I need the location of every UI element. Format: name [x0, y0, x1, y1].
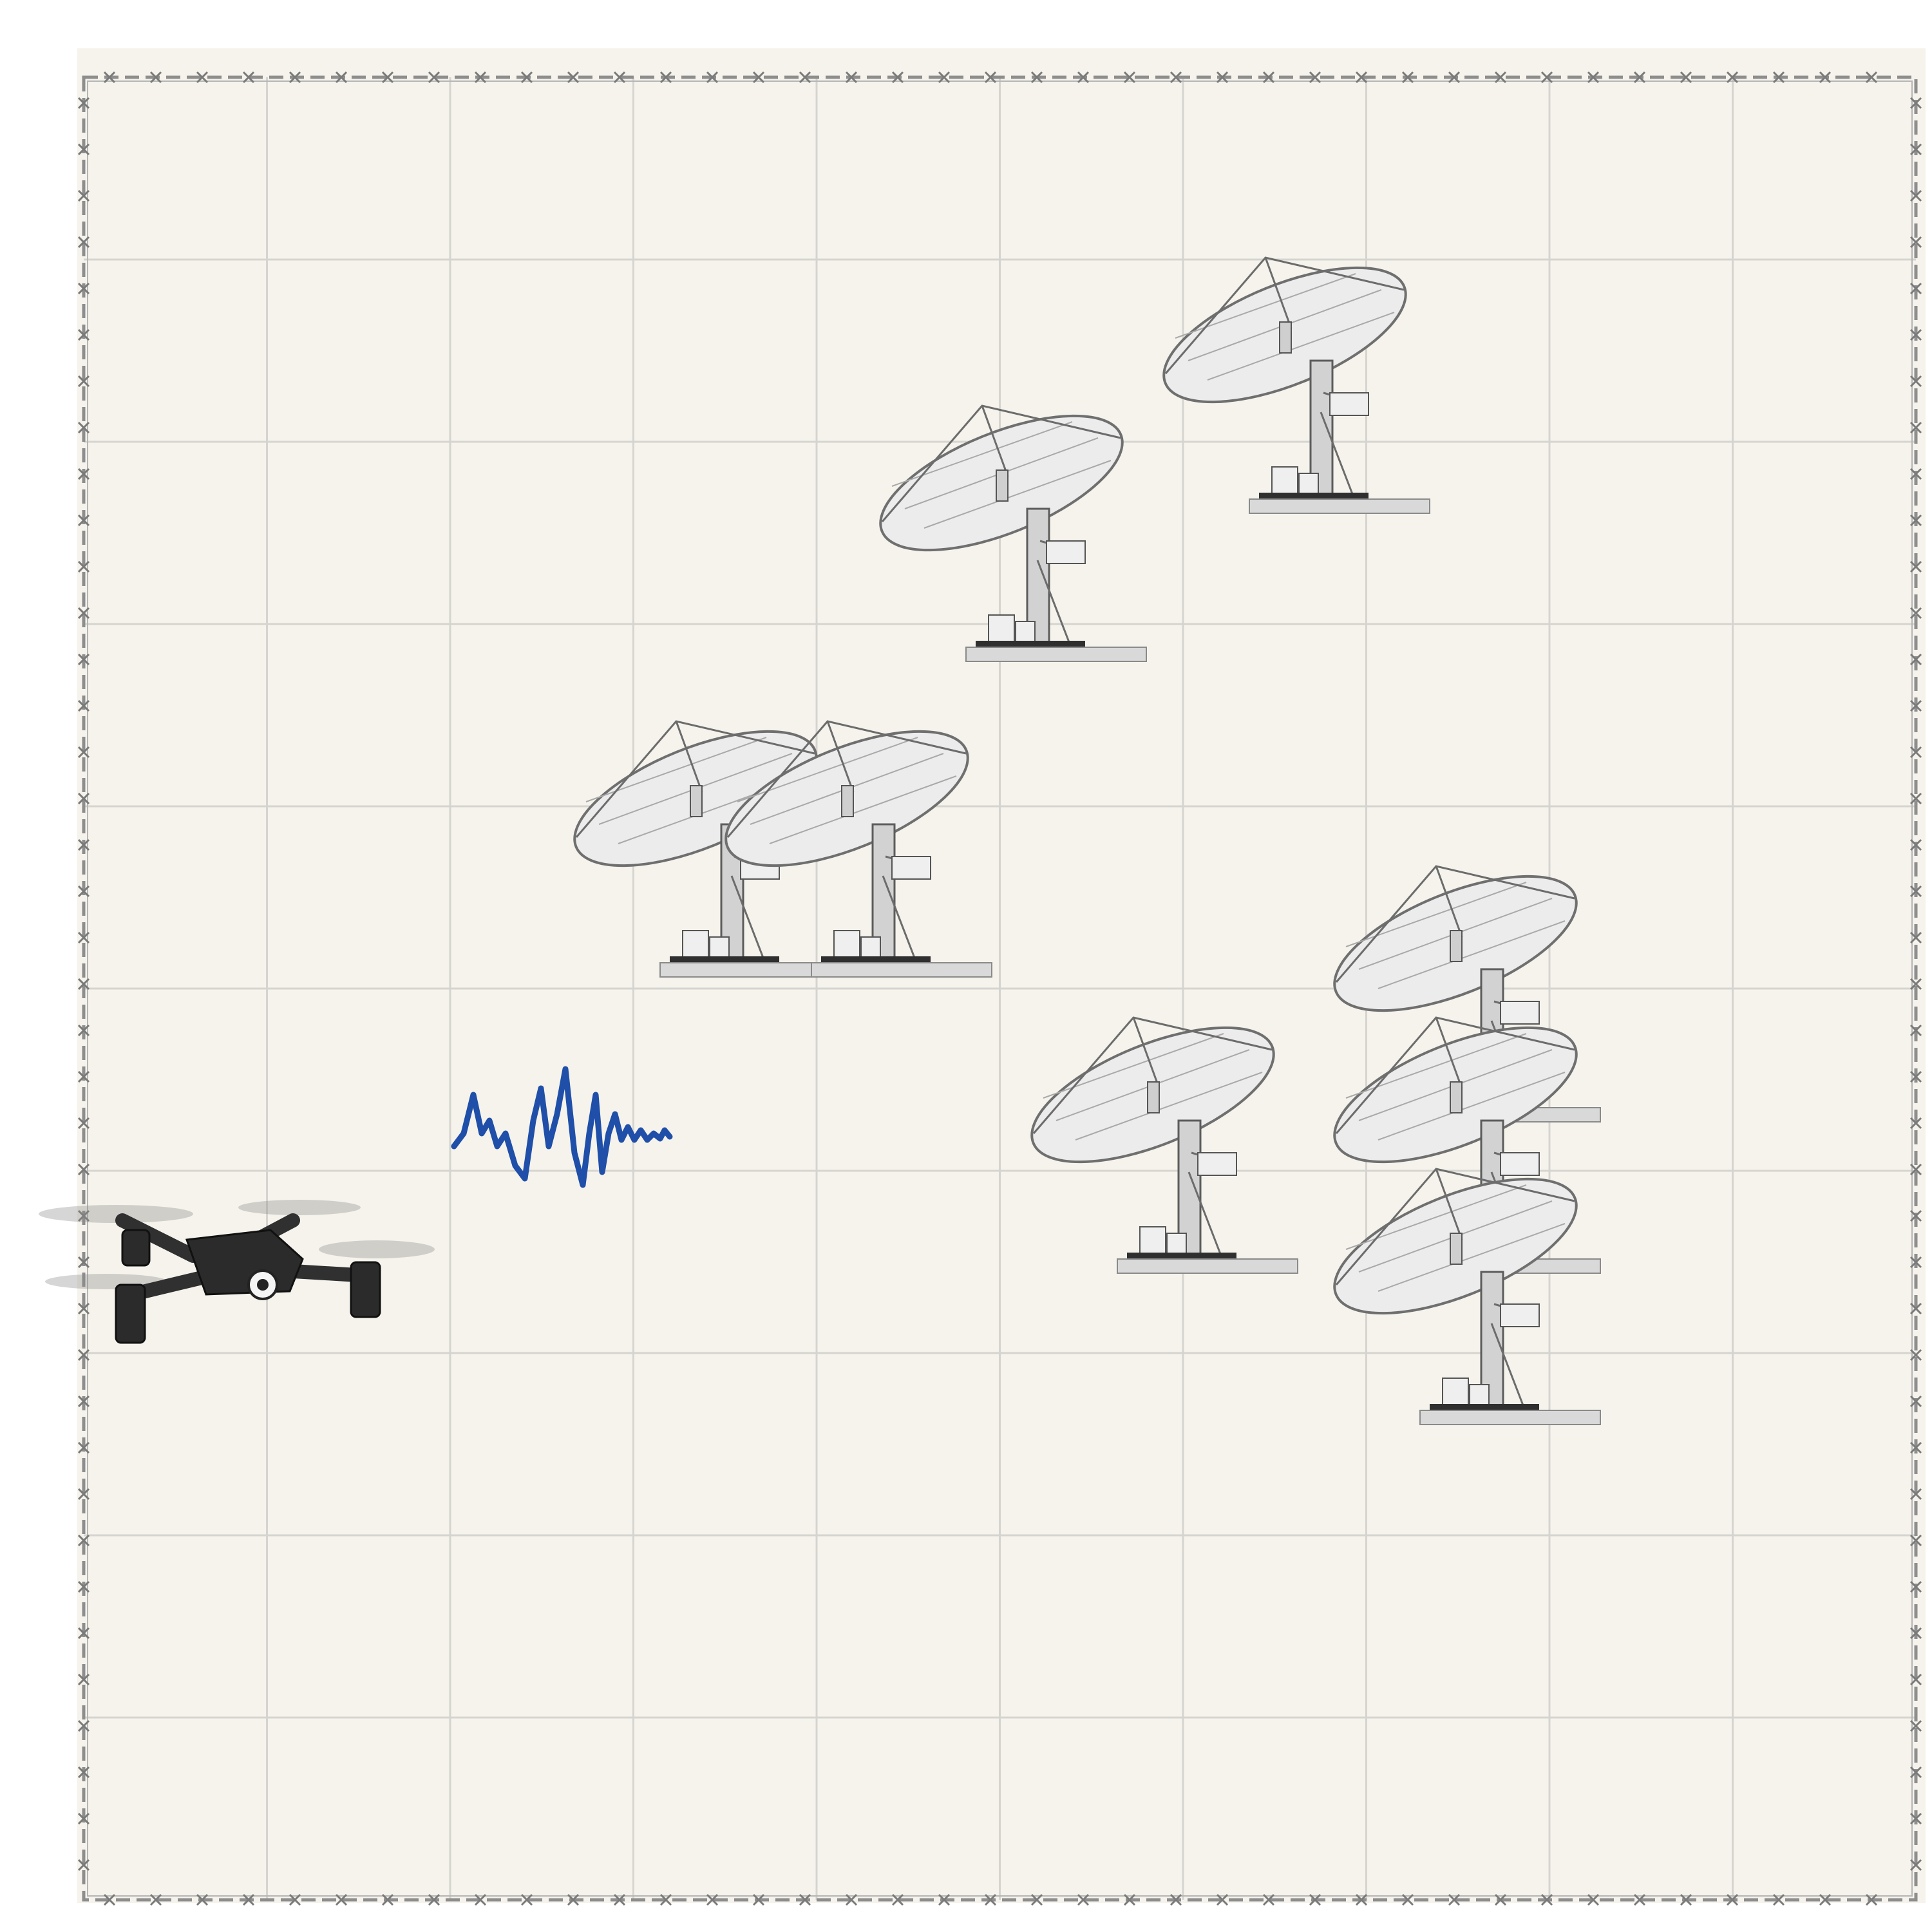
- barbed-wire-fence-icon: [77, 71, 1922, 1906]
- signal-wave-icon: [451, 1066, 673, 1188]
- quadcopter-drone-icon[interactable]: [39, 1200, 435, 1344]
- board-background: [77, 48, 1926, 1903]
